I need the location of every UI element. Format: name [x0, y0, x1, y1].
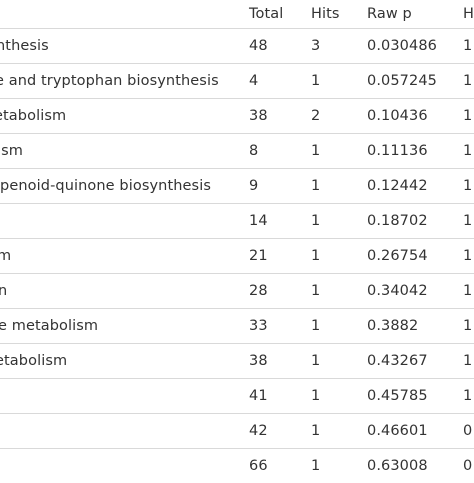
- raw-p-value: 0.057245: [367, 73, 437, 89]
- header-holm-adjust: H: [463, 6, 474, 22]
- total-value: 21: [249, 248, 268, 264]
- table-row: 66 1 0.63008 0: [0, 449, 474, 483]
- header-raw-p: Raw p: [367, 6, 412, 22]
- hits-value: 1: [311, 458, 321, 474]
- pathway-name: etabolism: [0, 108, 67, 124]
- total-value: 66: [249, 458, 268, 474]
- pathway-name: ism: [0, 143, 24, 159]
- raw-p-value: 0.10436: [367, 108, 428, 124]
- holm-value: 1: [463, 178, 473, 194]
- total-value: 38: [249, 353, 268, 369]
- hits-value: 1: [311, 283, 321, 299]
- total-value: 42: [249, 423, 268, 439]
- header-total: Total: [249, 6, 284, 22]
- hits-value: 1: [311, 178, 321, 194]
- holm-value: 1: [463, 318, 473, 334]
- total-value: 33: [249, 318, 268, 334]
- holm-value: 0: [463, 423, 473, 439]
- total-value: 38: [249, 108, 268, 124]
- holm-value: 1: [463, 248, 473, 264]
- total-value: 41: [249, 388, 268, 404]
- table-row: n 28 1 0.34042 1: [0, 274, 474, 309]
- hits-value: 1: [311, 213, 321, 229]
- total-value: 14: [249, 213, 268, 229]
- table-row: etabolism 38 2 0.10436 1: [0, 99, 474, 134]
- hits-value: 2: [311, 108, 321, 124]
- hits-value: 1: [311, 143, 321, 159]
- holm-value: 1: [463, 38, 473, 54]
- raw-p-value: 0.18702: [367, 213, 428, 229]
- holm-value: 0: [463, 458, 473, 474]
- hits-value: 1: [311, 318, 321, 334]
- raw-p-value: 0.45785: [367, 388, 428, 404]
- holm-value: 1: [463, 283, 473, 299]
- table-row: 41 1 0.45785 1: [0, 379, 474, 414]
- total-value: 28: [249, 283, 268, 299]
- table-row: 14 1 0.18702 1: [0, 204, 474, 239]
- table-row: 42 1 0.46601 0: [0, 414, 474, 449]
- pathway-name: nthesis: [0, 38, 49, 54]
- header-hits: Hits: [311, 6, 340, 22]
- pathway-name: etabolism: [0, 353, 68, 369]
- pathway-name: e and tryptophan biosynthesis: [0, 73, 219, 89]
- raw-p-value: 0.3882: [367, 318, 419, 334]
- table-row: e metabolism 33 1 0.3882 1: [0, 309, 474, 344]
- hits-value: 1: [311, 248, 321, 264]
- raw-p-value: 0.43267: [367, 353, 428, 369]
- pathway-name: e metabolism: [0, 318, 99, 334]
- total-value: 48: [249, 38, 268, 54]
- holm-value: 1: [463, 108, 473, 124]
- raw-p-value: 0.11136: [367, 143, 428, 159]
- hits-value: 3: [311, 38, 321, 54]
- holm-value: 1: [463, 388, 473, 404]
- raw-p-value: 0.34042: [367, 283, 428, 299]
- table-row: etabolism 38 1 0.43267 1: [0, 344, 474, 379]
- pathway-name: m: [0, 248, 12, 264]
- holm-value: 1: [463, 353, 473, 369]
- raw-p-value: 0.46601: [367, 423, 428, 439]
- holm-value: 1: [463, 73, 473, 89]
- table-row: e and tryptophan biosynthesis 4 1 0.0572…: [0, 64, 474, 99]
- pathway-name: rpenoid-quinone biosynthesis: [0, 178, 211, 194]
- table-row: ism 8 1 0.11136 1: [0, 134, 474, 169]
- holm-value: 1: [463, 143, 473, 159]
- raw-p-value: 0.12442: [367, 178, 428, 194]
- pathway-name: n: [0, 283, 8, 299]
- raw-p-value: 0.030486: [367, 38, 437, 54]
- table-row: nthesis 48 3 0.030486 1: [0, 29, 474, 64]
- total-value: 8: [249, 143, 259, 159]
- total-value: 4: [249, 73, 259, 89]
- table-row: m 21 1 0.26754 1: [0, 239, 474, 274]
- hits-value: 1: [311, 388, 321, 404]
- holm-value: 1: [463, 213, 473, 229]
- raw-p-value: 0.26754: [367, 248, 428, 264]
- table-row: rpenoid-quinone biosynthesis 9 1 0.12442…: [0, 169, 474, 204]
- raw-p-value: 0.63008: [367, 458, 428, 474]
- hits-value: 1: [311, 73, 321, 89]
- table-header-row: Total Hits Raw p H: [0, 0, 474, 29]
- hits-value: 1: [311, 423, 321, 439]
- hits-value: 1: [311, 353, 321, 369]
- total-value: 9: [249, 178, 259, 194]
